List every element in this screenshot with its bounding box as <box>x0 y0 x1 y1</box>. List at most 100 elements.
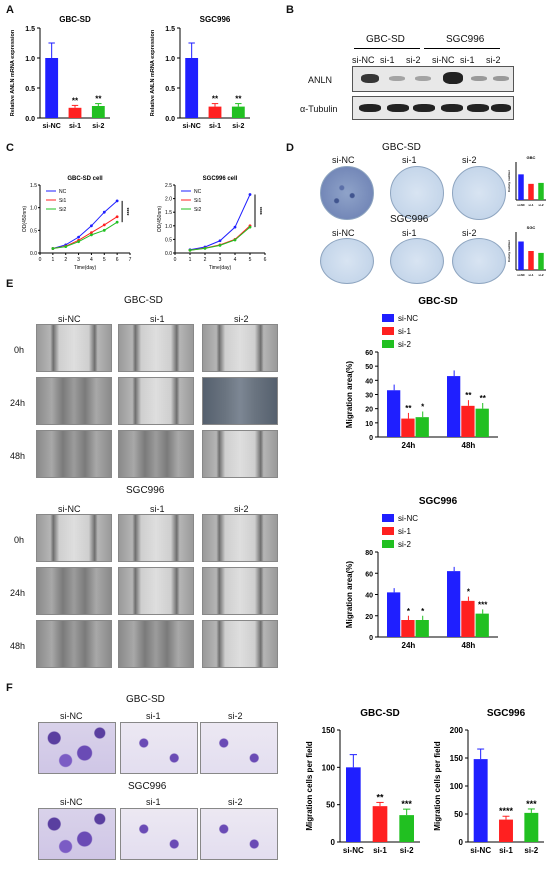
data-point <box>90 231 93 234</box>
y-tick-label: 100 <box>322 763 336 772</box>
x-tick-label: si-1 <box>499 846 513 855</box>
significance-mark: *** <box>478 600 488 609</box>
y-tick-label: 100 <box>450 782 464 791</box>
significance-mark: * <box>421 403 425 412</box>
bar <box>518 241 524 270</box>
blot-underline-2 <box>424 48 500 49</box>
x-tick-label: 6 <box>116 257 119 263</box>
bar <box>461 405 475 437</box>
x-tick-label: si-2 <box>92 123 104 130</box>
data-point <box>90 224 93 228</box>
panel-c-charts: 0 1 2 3 4 5 6 7 0.0 0.5 1.0 1.5 NC Si1 Si2 **** GBC-SD c… <box>22 176 267 271</box>
y-axis-label: Relative ANLN mRNA expression <box>150 29 156 116</box>
bar <box>415 417 429 437</box>
data-point <box>188 248 192 252</box>
colony-label-si1-1: si-1 <box>402 155 417 165</box>
y-tick-label: 0.5 <box>25 86 35 93</box>
colony-dish <box>320 238 374 284</box>
data-point <box>77 235 80 239</box>
wound-image <box>202 567 278 615</box>
y-axis-label: Colony number <box>507 239 511 262</box>
y-tick-label: 40 <box>365 378 373 385</box>
wound-image <box>202 514 278 562</box>
x-tick-label: 6 <box>264 257 267 263</box>
y-tick-label: 1.5 <box>30 183 37 189</box>
significance-mark: ** <box>405 404 412 413</box>
y-tick-label: 0 <box>369 435 373 442</box>
x-tick-label: si-1 <box>528 203 534 207</box>
wound-col-si1-1: si-1 <box>150 314 165 324</box>
legend-label: si-NC <box>398 314 418 323</box>
legend-swatch <box>382 514 394 522</box>
blot-row-tubulin: α-Tubulin <box>300 104 338 114</box>
wound-row-0h-1: 0h <box>14 345 25 355</box>
y-axis-label: OD(450nm) <box>22 206 28 232</box>
y-tick-label: 2.0 <box>165 197 172 203</box>
x-tick-label: si-2 <box>524 846 538 855</box>
x-tick-label: si-NC <box>43 123 61 130</box>
x-tick-label: 24h <box>402 641 416 650</box>
transwell-image <box>200 808 278 860</box>
y-tick-label: 1.5 <box>165 26 175 33</box>
y-tick-label: 1.0 <box>30 206 37 212</box>
bar <box>231 106 245 118</box>
y-tick-label: 30 <box>365 393 373 400</box>
bar <box>68 107 82 118</box>
transwell-col-si2-2: si-2 <box>228 797 243 807</box>
series-line <box>52 221 118 249</box>
data-point <box>102 223 106 227</box>
panel-label-f: F <box>6 682 13 694</box>
x-tick-label: si-NC <box>183 123 201 130</box>
data-point <box>90 233 93 237</box>
y-tick-label: 0 <box>369 635 373 642</box>
wound-image <box>202 324 278 372</box>
y-tick-label: 60 <box>365 350 373 357</box>
wound-image <box>118 620 194 668</box>
bar <box>208 106 222 118</box>
x-tick-label: 48h <box>462 641 476 650</box>
significance-mark: ** <box>72 96 79 105</box>
x-tick-label: 4 <box>90 257 93 263</box>
bar <box>415 620 429 637</box>
blot-lane-label: si-NC <box>352 55 375 65</box>
colony-label-sinc-2: si-NC <box>332 228 355 238</box>
bar <box>185 58 199 118</box>
y-tick-label: 0.0 <box>165 251 172 257</box>
colony-label-si2-1: si-2 <box>462 155 477 165</box>
transwell-col-si2-1: si-2 <box>228 711 243 721</box>
x-tick-label: si-NC <box>517 203 526 207</box>
bar <box>45 58 59 118</box>
y-tick-label: 1.0 <box>165 224 172 230</box>
wound-row-0h-2: 0h <box>14 535 25 545</box>
wound-col-sinc-2: si-NC <box>58 504 81 514</box>
wound-col-si2-2: si-2 <box>234 504 249 514</box>
series-line <box>52 200 118 249</box>
transwell-image <box>120 808 198 860</box>
data-point <box>248 225 252 229</box>
x-tick-label: 5 <box>249 257 252 263</box>
wound-group1-title: GBC-SD <box>124 295 163 306</box>
panel-a-charts: 0.0 0.5 1.0 1.5 si-NC si-1 ** si-2 ** GBC-SD Relat… <box>10 15 250 130</box>
transwell-group2-title: SGC996 <box>128 781 167 792</box>
legend-label: si-1 <box>398 527 411 536</box>
bar <box>401 620 415 637</box>
y-tick-label: 80 <box>365 550 373 557</box>
y-axis-label: Migration area(%) <box>345 561 354 628</box>
chart-title: GBC-SD <box>360 708 399 719</box>
blot-strip-anln <box>352 66 514 92</box>
significance-mark: **** <box>123 208 129 216</box>
colony-label-si1-2: si-1 <box>402 228 417 238</box>
y-axis-label: Migration cells per field <box>433 741 442 830</box>
legend-label: si-1 <box>398 327 411 336</box>
wound-row-24h-1: 24h <box>10 398 26 408</box>
legend-label: si-2 <box>398 540 411 549</box>
legend-label: si-NC <box>398 514 418 523</box>
chart-title: SGC <box>527 225 536 230</box>
transwell-image <box>38 808 116 860</box>
blot-lane-label: si-NC <box>432 55 455 65</box>
wound-image <box>118 377 194 425</box>
x-tick-label: si-2 <box>400 846 414 855</box>
wound-image <box>36 377 112 425</box>
x-tick-label: 5 <box>103 257 106 263</box>
x-axis-label: Time(day) <box>209 265 232 271</box>
